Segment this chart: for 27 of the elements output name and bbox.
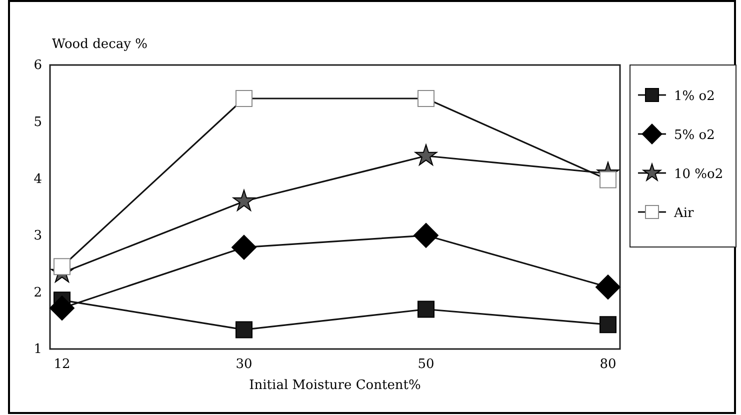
x-tick-label: 80 bbox=[600, 357, 616, 372]
point bbox=[54, 258, 70, 276]
point bbox=[232, 234, 256, 260]
x-tick-label: 12 bbox=[54, 357, 70, 372]
x-axis-title: Initial Moisture Content% bbox=[249, 378, 421, 393]
point bbox=[232, 190, 256, 211]
y-tick-label: 2 bbox=[34, 285, 42, 300]
y-axis-title: Wood decay % bbox=[52, 37, 148, 52]
point bbox=[236, 321, 252, 338]
point bbox=[596, 274, 620, 300]
legend-label: 5% o2 bbox=[674, 128, 715, 143]
point bbox=[50, 296, 74, 321]
point bbox=[600, 316, 616, 334]
x-tick-label: 30 bbox=[236, 357, 252, 372]
y-tick-label: 6 bbox=[34, 58, 42, 74]
x-tick-label: 50 bbox=[418, 357, 434, 372]
legend-label: 10 %o2 bbox=[674, 167, 724, 182]
y-tick-label: 1 bbox=[34, 342, 42, 358]
point bbox=[600, 171, 616, 188]
legend-label: 1% o2 bbox=[674, 89, 715, 104]
y-tick-label: 5 bbox=[34, 114, 42, 130]
point bbox=[414, 222, 438, 248]
legend-label: Air bbox=[673, 206, 695, 221]
y-tick-label: 4 bbox=[34, 172, 42, 187]
y-tick-label: 3 bbox=[34, 228, 42, 244]
point bbox=[418, 300, 434, 318]
point bbox=[414, 144, 438, 166]
